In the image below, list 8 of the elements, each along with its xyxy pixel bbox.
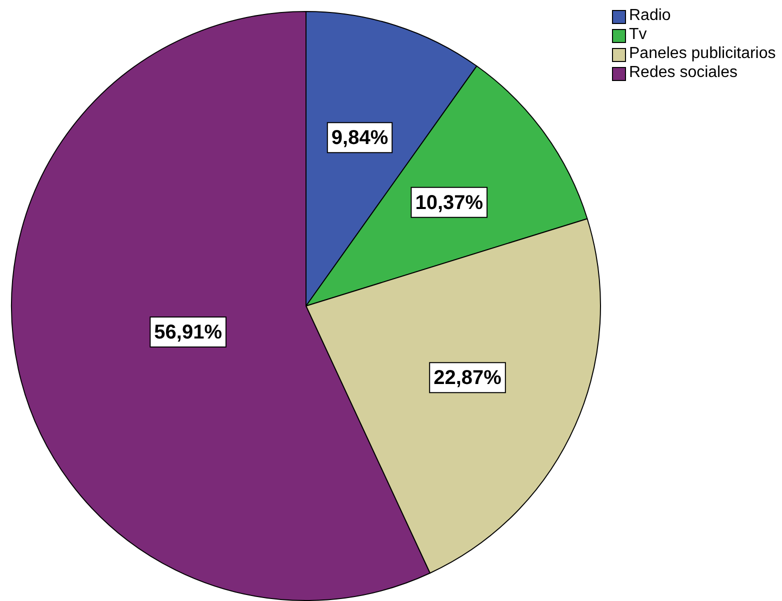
legend-label: Radio [629, 7, 671, 24]
legend-label: Tv [629, 26, 647, 43]
data-label: 22,87% [434, 367, 502, 390]
legend-label: Paneles publicitarios [629, 45, 776, 62]
data-label: 9,84% [331, 127, 388, 150]
data-label: 10,37% [415, 192, 484, 214]
data-label: 56,91% [154, 322, 222, 344]
legend-label: Redes sociales [629, 64, 738, 81]
